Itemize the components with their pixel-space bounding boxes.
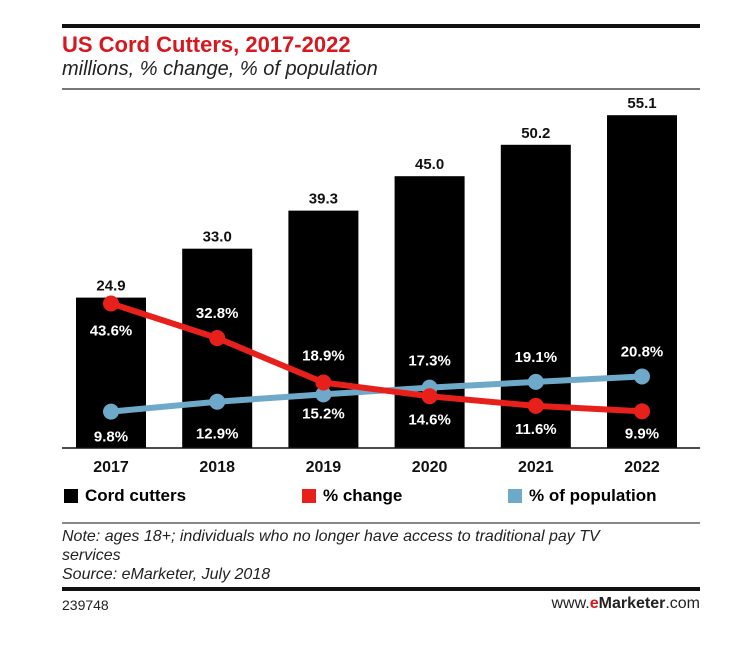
- change-label: 18.9%: [302, 348, 345, 365]
- change-label: 14.6%: [408, 411, 451, 428]
- legend-swatch: [302, 489, 316, 503]
- change-label: 11.6%: [515, 421, 557, 438]
- change-point: [634, 403, 650, 420]
- bar: [607, 115, 677, 449]
- legend-label: % change: [323, 486, 403, 505]
- population-point: [209, 393, 226, 410]
- legend-swatch: [508, 489, 522, 503]
- legend-change: % change: [302, 486, 402, 506]
- legend-swatch: [64, 489, 78, 503]
- bar: [76, 297, 146, 448]
- change-point: [421, 388, 438, 405]
- subtitle-rule: [62, 88, 700, 90]
- change-point: [527, 397, 544, 414]
- source: Source: eMarketer, July 2018: [62, 566, 271, 583]
- bar: [394, 176, 465, 448]
- change-label: 9.9%: [625, 425, 659, 442]
- population-point: [527, 373, 544, 390]
- bar: [288, 210, 359, 448]
- chart-plot: 24.9 2017 33.0 2018 39.3 2019 45.0 2020 50.2 2021…: [62, 95, 700, 476]
- change-line: [110, 300, 643, 415]
- population-point: [103, 403, 119, 420]
- population-point: [634, 368, 650, 385]
- bar-value-label: 50.2: [521, 125, 550, 142]
- top-rule: [62, 24, 700, 28]
- x-tick-label: 2021: [518, 459, 554, 476]
- population-label: 20.8%: [621, 343, 664, 360]
- population-label: 19.1%: [515, 349, 558, 366]
- change-point: [315, 374, 332, 391]
- chart-title: US Cord Cutters, 2017-2022: [62, 32, 351, 57]
- x-tick-label: 2017: [93, 459, 129, 476]
- population-point: [315, 386, 332, 403]
- x-tick-label: 2022: [624, 459, 660, 476]
- legend-cord-cutters: Cord cutters: [64, 486, 186, 506]
- bar-value-label: 45.0: [415, 156, 444, 173]
- bar-value-label: 33.0: [203, 229, 232, 246]
- x-tick-label: 2020: [412, 459, 448, 476]
- logo-e: e: [589, 595, 599, 612]
- population-label: 15.2%: [302, 405, 345, 422]
- chart-id: 239748: [62, 597, 109, 613]
- chart-subtitle: millions, % change, % of population: [62, 58, 378, 80]
- bar-value-label: 55.1: [627, 95, 656, 112]
- population-label: 17.3%: [408, 353, 451, 370]
- change-label: 43.6%: [90, 322, 133, 339]
- legend-label: % of population: [529, 486, 657, 505]
- legend-label: Cord cutters: [85, 486, 187, 505]
- population-label: 9.8%: [94, 429, 128, 446]
- legend-rule: [62, 522, 700, 524]
- note-continued: services: [62, 547, 121, 564]
- bar-value-label: 39.3: [309, 191, 338, 208]
- emarketer-link[interactable]: www.eMarketer.com: [551, 595, 700, 613]
- logo-text: Marketer: [598, 595, 666, 612]
- change-label: 32.8%: [196, 305, 239, 322]
- x-tick-label: 2019: [306, 459, 342, 476]
- link-prefix: www.: [551, 595, 590, 612]
- bar: [500, 144, 571, 449]
- change-point: [209, 330, 226, 347]
- change-point: [103, 295, 119, 312]
- link-suffix: .com: [665, 595, 700, 612]
- bar-value-label: 24.9: [96, 278, 125, 295]
- bottom-rule: [62, 587, 700, 591]
- note: Note: ages 18+; individuals who no longe…: [62, 528, 600, 545]
- legend-population: % of population: [508, 486, 656, 506]
- population-label: 12.9%: [196, 426, 239, 443]
- x-tick-label: 2018: [199, 459, 235, 476]
